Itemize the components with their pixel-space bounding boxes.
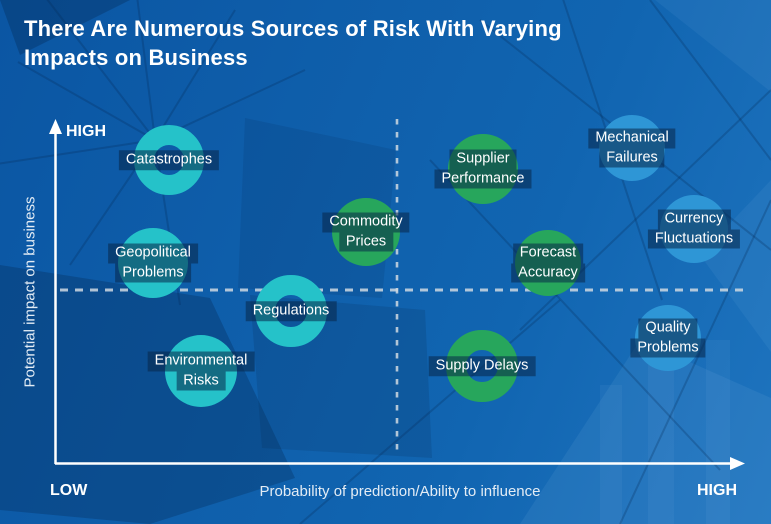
page-title: There Are Numerous Sources of Risk With … xyxy=(24,14,562,72)
x-axis-low-label: LOW xyxy=(50,482,88,499)
bubble-label-line: Geopolitical xyxy=(108,243,198,263)
bubble-label-line: Accuracy xyxy=(511,263,585,283)
risk-bubble-commodity-prices: Commodity Prices xyxy=(322,198,410,266)
bubble-label: Supply Delays xyxy=(428,356,536,376)
bubble-label-line: Quality xyxy=(638,318,698,338)
x-axis-title: Probability of prediction/Ability to inf… xyxy=(259,483,541,500)
bubble-label: Quality Problems xyxy=(630,318,706,358)
risk-bubble-forecast-accuracy: Forecast Accuracy xyxy=(511,230,585,296)
bubble-label: Regulations xyxy=(245,301,337,321)
risk-bubble-mechanical-failures: Mechanical Failures xyxy=(588,115,676,181)
bubble-label-line: Problems xyxy=(630,338,706,358)
bubble-label-line: Commodity xyxy=(322,212,410,232)
bubble-label-line: Mechanical xyxy=(588,128,676,148)
bubble-label-line: Supply Delays xyxy=(428,356,536,376)
risk-bubble-catastrophes: Catastrophes xyxy=(118,125,220,195)
bubble-label-line: Catastrophes xyxy=(118,150,220,170)
bubble-label: Currency Fluctuations xyxy=(647,209,741,249)
risk-bubble-currency-fluctuations: Currency Fluctuations xyxy=(647,195,741,263)
risk-bubble-supply-delays: Supply Delays xyxy=(428,330,536,402)
page-title-line1: There Are Numerous Sources of Risk With … xyxy=(24,16,562,41)
bubble-label-line: Forecast xyxy=(512,243,584,263)
risk-bubble-supplier-performance: Supplier Performance xyxy=(434,134,532,204)
risk-bubble-environmental-risks: Environmental Risks xyxy=(147,335,255,407)
bubble-label: Catastrophes xyxy=(118,150,220,170)
bubble-label: Environmental Risks xyxy=(147,351,255,391)
bubble-label-line: Environmental xyxy=(147,351,255,371)
bubble-label: Mechanical Failures xyxy=(588,128,676,168)
risk-bubble-quality-problems: Quality Problems xyxy=(630,305,706,371)
bubble-label-line: Fluctuations xyxy=(647,229,741,249)
bubble-label-line: Risks xyxy=(176,371,226,391)
risk-bubble-geopolitical-problems: Geopolitical Problems xyxy=(108,228,198,298)
page-title-line2: Impacts on Business xyxy=(24,45,248,70)
y-axis-title: Potential impact on business xyxy=(21,196,39,388)
bubble-label-line: Currency xyxy=(657,209,731,229)
bubble-label-line: Performance xyxy=(434,169,532,189)
bubble-label: Forecast Accuracy xyxy=(511,243,585,283)
bubble-label-line: Prices xyxy=(338,232,394,252)
bubble-label: Supplier Performance xyxy=(434,149,532,189)
bubble-label-line: Regulations xyxy=(245,301,337,321)
y-axis-high-label: HIGH xyxy=(66,123,106,140)
x-axis-high-label: HIGH xyxy=(697,482,737,499)
bubble-label: Commodity Prices xyxy=(322,212,410,252)
bubble-label-line: Supplier xyxy=(449,149,517,169)
bubble-label-line: Problems xyxy=(115,263,191,283)
bubble-label: Geopolitical Problems xyxy=(108,243,198,283)
bubble-ring-marker xyxy=(255,275,327,347)
risk-bubble-regulations: Regulations xyxy=(245,275,337,347)
bubble-label-line: Failures xyxy=(599,148,665,168)
y-axis-arrow-icon xyxy=(49,119,62,134)
x-axis-arrow-icon xyxy=(730,457,745,470)
